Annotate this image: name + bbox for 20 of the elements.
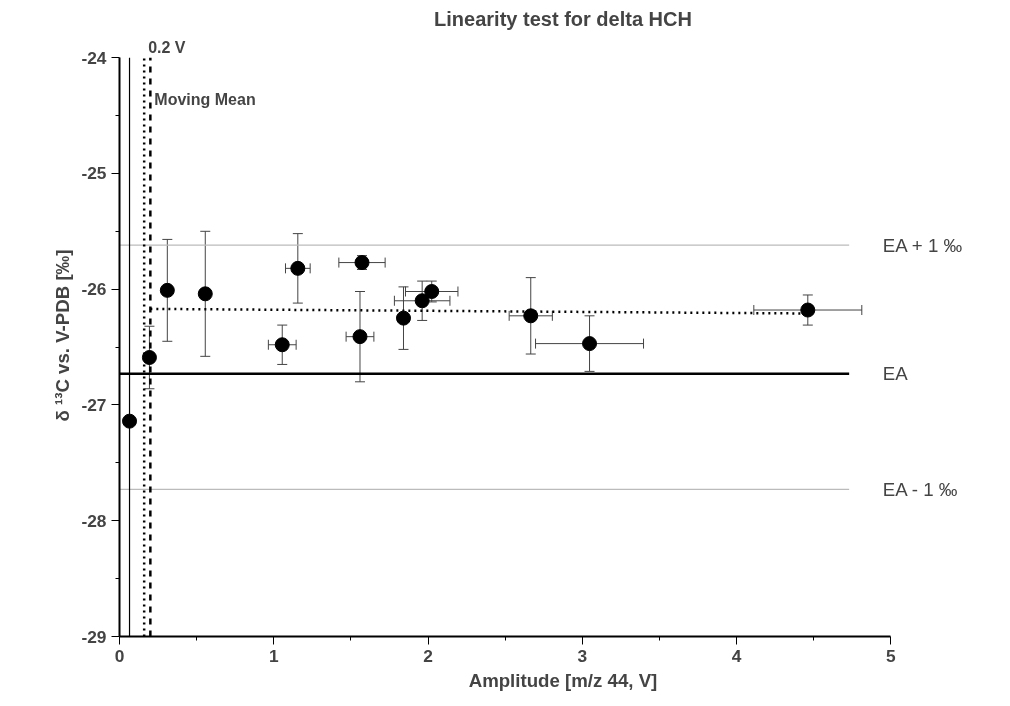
ref-line-label: EA: [882, 363, 909, 385]
chart-title: Linearity test for delta HCH: [434, 7, 692, 30]
y-tick-label: -24: [81, 47, 107, 68]
y-tick-label: -29: [81, 626, 107, 647]
y-tick-label: -28: [81, 510, 107, 531]
x-tick-label: 1: [268, 645, 279, 666]
ref-line-label: 0.2 V: [148, 39, 186, 57]
x-tick-label: 5: [885, 645, 896, 666]
y-tick-label: -25: [81, 163, 107, 184]
x-tick-label: 3: [577, 645, 588, 666]
x-tick-label: 4: [731, 645, 742, 666]
ref-line-label: EA + 1 ‰: [882, 234, 963, 256]
y-tick-label: -26: [81, 279, 107, 300]
y-axis-title: δ ¹³C vs. V-PDB [‰]: [52, 249, 74, 422]
x-tick-label: 2: [423, 645, 433, 666]
x-tick-label: 0: [114, 645, 125, 666]
ref-line-label: Moving Mean: [154, 91, 256, 109]
x-axis-title: Amplitude [m/z 44, V]: [468, 669, 658, 691]
ref-line-label: EA - 1 ‰: [882, 478, 958, 500]
y-tick-label: -27: [81, 394, 107, 415]
